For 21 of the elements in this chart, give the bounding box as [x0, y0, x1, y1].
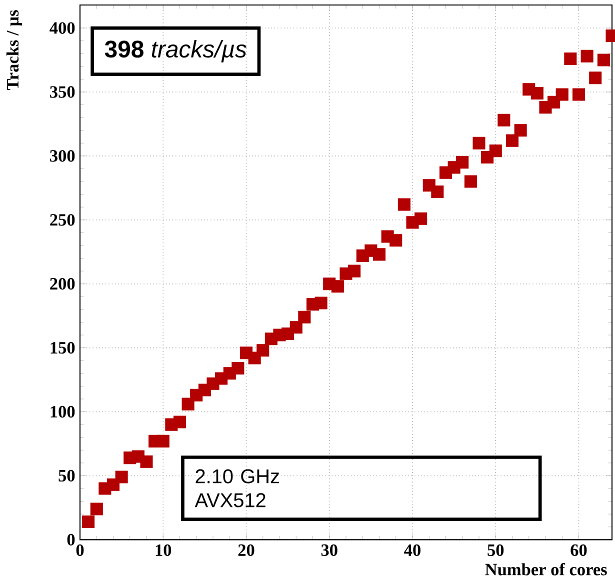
x-tick-label: 0: [76, 544, 84, 556]
annotation: 398 tracks/µs: [104, 40, 246, 62]
annotation: 2.10 GHz: [196, 469, 279, 484]
x-tick-label: 50: [488, 544, 504, 556]
y-tick-label: 50: [58, 470, 75, 482]
y-tick-label: 150: [50, 342, 75, 354]
y-tick-label: 300: [50, 150, 75, 162]
x-tick-label: 60: [570, 544, 587, 556]
annotation: AVX512: [194, 493, 266, 508]
x-tick-label: 40: [404, 544, 420, 556]
y-tick-label: 250: [50, 214, 75, 226]
y-axis-title: Tracks / µs: [6, 10, 22, 90]
y-tick-label: 400: [50, 22, 75, 34]
x-tick-label: 10: [156, 544, 172, 556]
x-tick-label: 20: [238, 544, 254, 556]
y-tick-label: 100: [50, 406, 75, 418]
x-axis-title: Number of cores: [485, 563, 607, 576]
y-tick-label: 0: [67, 534, 75, 546]
y-tick-label: 350: [50, 86, 75, 98]
y-tick-label: 200: [50, 278, 75, 290]
x-tick-label: 30: [321, 544, 338, 556]
